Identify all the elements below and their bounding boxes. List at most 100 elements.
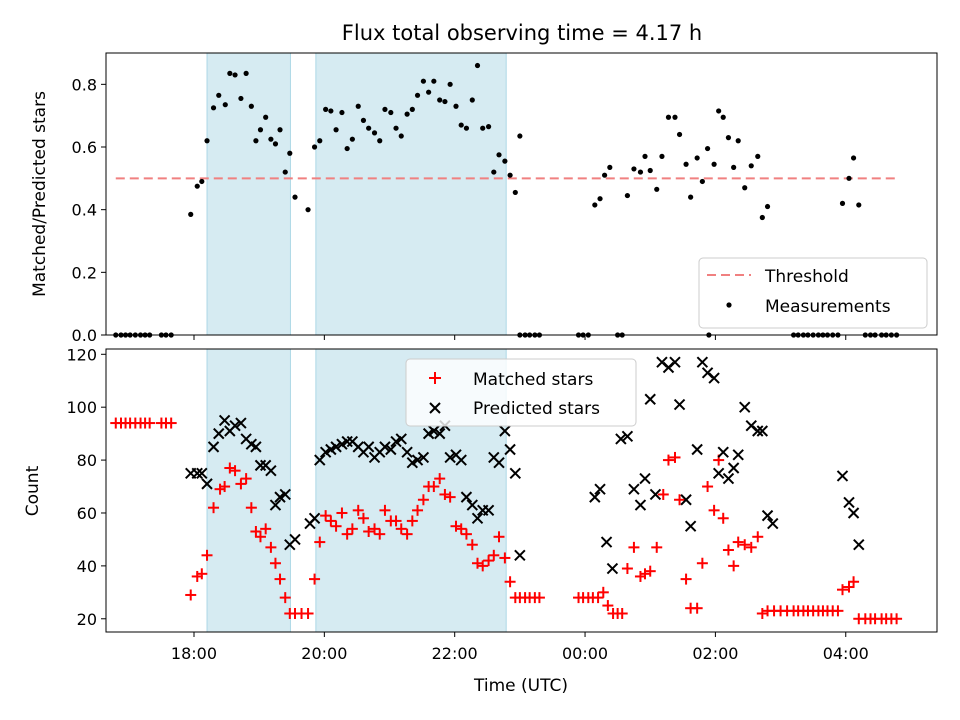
measurement-point [759, 214, 765, 221]
measurement-point [720, 114, 726, 120]
predicted-star-point [836, 470, 849, 482]
predicted-star-point [466, 499, 478, 511]
matched-star-point [621, 563, 633, 575]
measurement-point [420, 78, 427, 84]
measurement-point [624, 192, 631, 199]
predicted-star-point [615, 433, 627, 445]
matched-star-point [460, 528, 472, 540]
measurement-point [699, 178, 705, 185]
predicted-star-point [606, 562, 619, 575]
measurement-point [458, 122, 464, 128]
measurement-point [277, 127, 283, 133]
predicted-star-point [680, 494, 692, 506]
matched-star-point [657, 488, 669, 500]
measurement-point [453, 103, 459, 109]
predicted-star-point [727, 462, 740, 474]
matched-star-point [412, 504, 424, 516]
matched-star-point [739, 539, 751, 551]
measurement-point [642, 153, 648, 159]
measurement-point [512, 189, 518, 196]
matched-star-point [352, 504, 364, 516]
matched-star-point [363, 525, 375, 537]
matched-star-point [504, 576, 516, 588]
predicted-star-point [341, 435, 353, 448]
measurement-point [232, 72, 238, 78]
predicted-star-point [191, 467, 203, 480]
legend-matched-swatch [429, 372, 441, 384]
bottom-y-ticks: 20 40 60 80 100 120 [66, 345, 106, 629]
matched-star-point [219, 481, 231, 493]
measurement-point [238, 95, 244, 102]
matched-star-point [406, 515, 418, 527]
predicted-star-point [362, 441, 375, 453]
measurement-point [388, 109, 394, 116]
measurement-point [282, 169, 288, 175]
measurement-point [404, 111, 410, 117]
measurement-point [735, 138, 741, 144]
predicted-star-point [634, 499, 647, 511]
matched-star-point [752, 531, 764, 543]
measurement-point [672, 114, 678, 120]
matched-star-point [336, 507, 348, 519]
top-x-ticks [193, 335, 847, 340]
predicted-star-point [649, 488, 662, 501]
measurement-point [398, 133, 404, 139]
measurement-point [725, 135, 732, 141]
predicted-star-point [621, 430, 634, 442]
predicted-star-point [265, 464, 277, 477]
predicted-star-point [761, 509, 774, 522]
measurement-point [355, 103, 361, 109]
matched-star-point [302, 607, 314, 619]
matched-star-point [428, 481, 440, 493]
matched-star-point [602, 600, 614, 612]
matched-star-point [455, 523, 467, 535]
measurement-point [731, 164, 737, 170]
matched-star-point [745, 541, 757, 553]
predicted-star-point [379, 441, 391, 453]
matched-star-point [472, 557, 484, 569]
measurement-point [463, 125, 470, 131]
measurement-point [317, 138, 323, 144]
predicted-star-point [752, 425, 764, 437]
measurement-point [253, 138, 259, 144]
measurement-point [257, 127, 264, 133]
measurement-point [665, 114, 672, 120]
x-tick-label: 18:00 [171, 644, 217, 663]
predicted-stars-points [185, 356, 865, 575]
measurement-point [227, 70, 233, 76]
predicted-star-point [691, 443, 703, 456]
predicted-star-point [395, 433, 407, 445]
measurement-point [716, 108, 722, 114]
measurement-point [272, 141, 279, 147]
matched-star-point [499, 552, 511, 564]
matched-star-point [401, 528, 413, 540]
matched-star-point [597, 586, 609, 598]
top-y-tick-label: 0.8 [72, 75, 97, 94]
matched-star-point [466, 539, 478, 551]
matched-star-point [185, 589, 197, 601]
matched-star-point [444, 491, 456, 503]
bottom-axes-frame [105, 348, 938, 633]
measurement-point [850, 155, 857, 161]
measurement-point [856, 202, 862, 208]
matched-stars-points [110, 417, 903, 625]
chart-title: Flux total observing time = 4.17 h [342, 21, 702, 45]
measurement-point [194, 183, 200, 189]
predicted-star-point [428, 425, 440, 437]
measurement-point [694, 155, 700, 161]
matched-star-point [483, 555, 495, 567]
matched-star-point [493, 531, 505, 543]
predicted-star-point [722, 472, 735, 485]
matched-star-point [314, 536, 326, 548]
measurement-point [597, 196, 603, 202]
matched-star-point [208, 502, 220, 514]
predicted-star-point [235, 417, 247, 429]
matched-star-point [628, 541, 640, 553]
measurement-point [469, 97, 475, 103]
matched-star-point [644, 565, 656, 577]
matched-star-point [279, 592, 291, 604]
predicted-star-point [847, 507, 860, 519]
measurement-point [360, 117, 367, 123]
matched-star-point [346, 523, 358, 535]
measurement-point [654, 186, 660, 192]
